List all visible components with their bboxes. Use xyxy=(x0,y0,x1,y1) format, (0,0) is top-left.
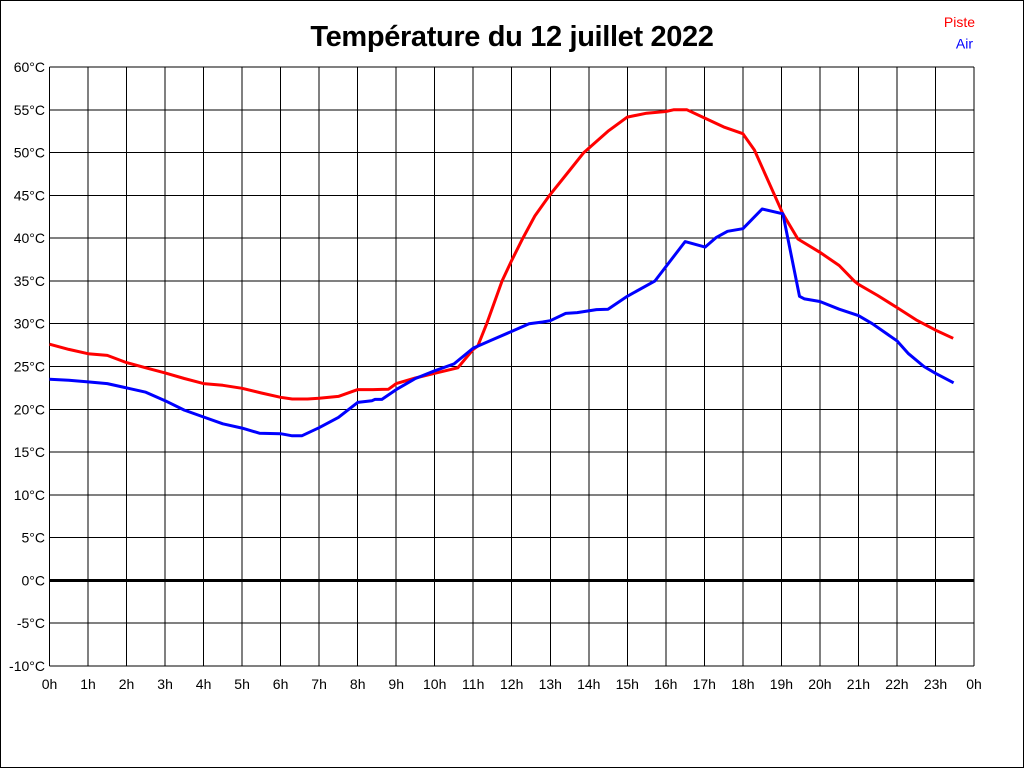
svg-text:23h: 23h xyxy=(924,676,947,692)
svg-text:30°C: 30°C xyxy=(14,316,45,332)
svg-text:2h: 2h xyxy=(119,676,135,692)
svg-text:0h: 0h xyxy=(966,676,982,692)
svg-text:9h: 9h xyxy=(388,676,404,692)
svg-text:12h: 12h xyxy=(500,676,523,692)
svg-text:22h: 22h xyxy=(885,676,908,692)
svg-text:11h: 11h xyxy=(462,676,484,692)
svg-text:60°C: 60°C xyxy=(14,59,45,75)
svg-text:13h: 13h xyxy=(539,676,562,692)
svg-text:3h: 3h xyxy=(157,676,173,692)
svg-text:50°C: 50°C xyxy=(14,145,45,161)
svg-text:17h: 17h xyxy=(693,676,716,692)
svg-text:10°C: 10°C xyxy=(14,487,45,503)
svg-text:6h: 6h xyxy=(273,676,289,692)
svg-text:16h: 16h xyxy=(654,676,677,692)
svg-text:15°C: 15°C xyxy=(14,444,45,460)
svg-text:5h: 5h xyxy=(234,676,250,692)
svg-text:45°C: 45°C xyxy=(14,187,45,203)
svg-text:20°C: 20°C xyxy=(14,401,45,417)
svg-text:8h: 8h xyxy=(350,676,366,692)
svg-text:18h: 18h xyxy=(731,676,754,692)
svg-text:Piste: Piste xyxy=(944,14,975,30)
svg-text:10h: 10h xyxy=(423,676,446,692)
svg-text:35°C: 35°C xyxy=(14,273,45,289)
svg-text:Air: Air xyxy=(956,36,973,52)
svg-text:21h: 21h xyxy=(847,676,870,692)
svg-text:Température du 12 juillet 2022: Température du 12 juillet 2022 xyxy=(310,21,713,53)
svg-text:14h: 14h xyxy=(577,676,600,692)
svg-text:1h: 1h xyxy=(80,676,96,692)
svg-text:40°C: 40°C xyxy=(14,230,45,246)
svg-text:0h: 0h xyxy=(42,676,58,692)
svg-text:55°C: 55°C xyxy=(14,102,45,118)
svg-text:-5°C: -5°C xyxy=(17,615,45,631)
svg-text:0°C: 0°C xyxy=(22,572,46,588)
svg-text:-10°C: -10°C xyxy=(9,658,45,674)
svg-text:7h: 7h xyxy=(311,676,327,692)
svg-text:15h: 15h xyxy=(616,676,639,692)
svg-text:19h: 19h xyxy=(770,676,793,692)
svg-text:25°C: 25°C xyxy=(14,359,45,375)
svg-text:5°C: 5°C xyxy=(22,530,46,546)
svg-text:4h: 4h xyxy=(196,676,212,692)
svg-text:20h: 20h xyxy=(808,676,831,692)
